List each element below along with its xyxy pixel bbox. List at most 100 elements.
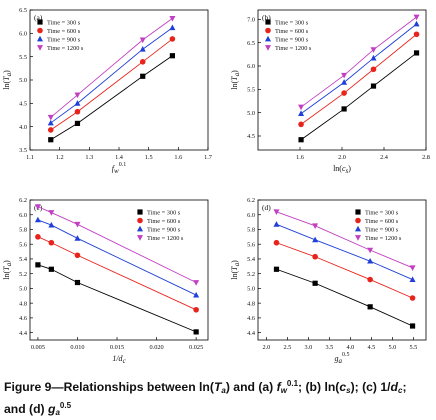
series-line-time-600-s xyxy=(50,38,173,131)
x-tick-label: 4.0 xyxy=(346,344,354,351)
series-line-time-1200-s xyxy=(50,18,173,118)
legend-entry: Time = 600 s xyxy=(147,218,181,225)
y-tick-label: 4.0 xyxy=(19,124,27,131)
legend-entry: Time = 300 s xyxy=(147,209,181,216)
data-point-time-600-s xyxy=(193,306,199,313)
series-line-time-900-s xyxy=(37,219,197,296)
data-point-time-300-s xyxy=(74,279,81,286)
y-tick-label: 5.0 xyxy=(19,286,27,293)
data-point-time-1200-s xyxy=(413,14,420,21)
legend-marker xyxy=(137,235,143,241)
y-axis-label: ln(Ta) xyxy=(2,260,13,280)
legend-marker xyxy=(355,217,361,224)
caption-text: ; xyxy=(402,380,407,394)
series-line-time-900-s xyxy=(50,27,173,124)
data-point-time-600-s xyxy=(169,36,176,42)
data-point-time-900-s xyxy=(298,110,305,116)
plot-frame xyxy=(257,199,427,341)
x-tick-label: 3.0 xyxy=(304,344,312,351)
series-line-time-900-s xyxy=(300,23,417,114)
caption-sub: w xyxy=(280,386,287,395)
legend-entry: Time = 1200 s xyxy=(275,45,312,52)
legend-entry: Time = 900 s xyxy=(47,36,81,43)
legend-entry: Time = 900 s xyxy=(147,226,181,233)
y-axis-label: ln(Ta) xyxy=(2,70,13,90)
data-point-time-1200-s xyxy=(74,221,81,228)
series-line-time-300-s xyxy=(50,55,173,141)
legend-entry: Time = 1200 s xyxy=(47,45,84,52)
legend-marker xyxy=(137,209,143,215)
data-point-time-300-s xyxy=(48,266,54,272)
data-point-time-1200-s xyxy=(409,265,416,271)
y-tick-label: 6.2 xyxy=(19,197,27,204)
x-axis-label: 1/dc xyxy=(112,354,126,365)
data-point-time-300-s xyxy=(140,73,146,79)
x-tick-label: 2.4 xyxy=(380,154,389,161)
data-point-time-1200-s xyxy=(169,16,176,22)
data-point-time-1200-s xyxy=(139,37,146,44)
caption-text: Figure 9—Relationships between ln( xyxy=(4,380,214,394)
caption-text: ) and (a) xyxy=(225,380,277,394)
data-point-time-600-s xyxy=(48,239,55,246)
data-point-time-1200-s xyxy=(341,72,348,79)
data-point-time-600-s xyxy=(341,90,347,96)
caption-sub: c xyxy=(397,386,403,395)
data-point-time-1200-s xyxy=(34,204,41,210)
data-point-time-900-s xyxy=(312,236,319,243)
caption-sup: 0.5 xyxy=(59,401,72,410)
caption-text: and (d) xyxy=(4,402,49,416)
data-point-time-600-s xyxy=(74,108,81,115)
data-point-time-600-s xyxy=(298,121,304,128)
y-tick-label: 6.5 xyxy=(19,7,27,14)
legend-entry: Time = 300 s xyxy=(275,19,309,26)
chart-panel-3: 0.005 0.010 0.015 0.020 0.025 4.4 4.6 4.8 5.0 5.2… xyxy=(2,197,209,365)
y-tick-label: 7.0 xyxy=(247,17,255,24)
series-line-time-1200-s xyxy=(300,16,417,108)
data-point-time-300-s xyxy=(48,137,54,143)
y-tick-label: 6.0 xyxy=(247,212,255,219)
data-point-time-900-s xyxy=(47,119,54,126)
panel-label: (b) xyxy=(262,13,271,22)
data-point-time-900-s xyxy=(409,276,416,282)
y-tick-label: 5.5 xyxy=(19,54,27,61)
legend-marker xyxy=(265,27,271,34)
x-tick-label: 1.2 xyxy=(56,154,64,161)
x-tick-label: 1.3 xyxy=(85,154,93,161)
y-tick-label: 3.5 xyxy=(19,147,27,154)
x-tick-label: 2.5 xyxy=(283,344,291,351)
data-point-time-900-s xyxy=(74,100,81,106)
legend-entry: Time = 300 s xyxy=(365,209,399,216)
x-tick-label: 1.6 xyxy=(174,154,182,161)
y-tick-label: 5.5 xyxy=(247,87,255,94)
chart-panel-4: 2.0 2.5 3.0 3.5 4.0 4.5 5.0 5.5 4.4 4.6 4.8 5.0 5.2 5… xyxy=(230,197,427,365)
data-point-time-600-s xyxy=(370,66,377,73)
data-point-time-900-s xyxy=(139,46,146,52)
legend-marker xyxy=(355,209,361,215)
legend-marker xyxy=(37,27,43,34)
data-point-time-1200-s xyxy=(298,104,305,111)
legend-marker xyxy=(355,235,361,241)
legend-marker xyxy=(265,19,271,25)
y-tick-label: 4.5 xyxy=(19,101,27,108)
data-point-time-1200-s xyxy=(312,223,319,229)
x-tick-label: 3.5 xyxy=(325,344,333,351)
caption-text: ); (c) 1/ xyxy=(350,380,391,394)
data-point-time-600-s xyxy=(35,234,41,240)
data-point-time-300-s xyxy=(413,50,420,56)
y-tick-label: 5.4 xyxy=(247,256,256,263)
y-tick-label: 5.0 xyxy=(19,77,27,84)
legend-marker xyxy=(355,225,361,232)
data-point-time-300-s xyxy=(169,53,175,59)
x-tick-label: 5.5 xyxy=(409,344,417,351)
y-tick-label: 5.8 xyxy=(247,227,255,234)
y-tick-label: 5.6 xyxy=(247,241,255,248)
x-axis-label: ln(cs) xyxy=(333,164,351,175)
x-tick-label: 2.8 xyxy=(422,154,430,161)
legend-entry: Time = 900 s xyxy=(275,36,309,43)
data-point-time-300-s xyxy=(370,83,377,89)
x-tick-label: 0.005 xyxy=(31,344,45,351)
data-point-time-600-s xyxy=(413,31,420,38)
data-point-time-1200-s xyxy=(48,210,55,216)
legend-marker xyxy=(137,217,143,224)
chart-panel-2: 1.6 2.0 2.4 2.8 4.5 5.0 5.5 6.0 6.5 7.0 ln(cs) ln(T… xyxy=(230,9,430,175)
